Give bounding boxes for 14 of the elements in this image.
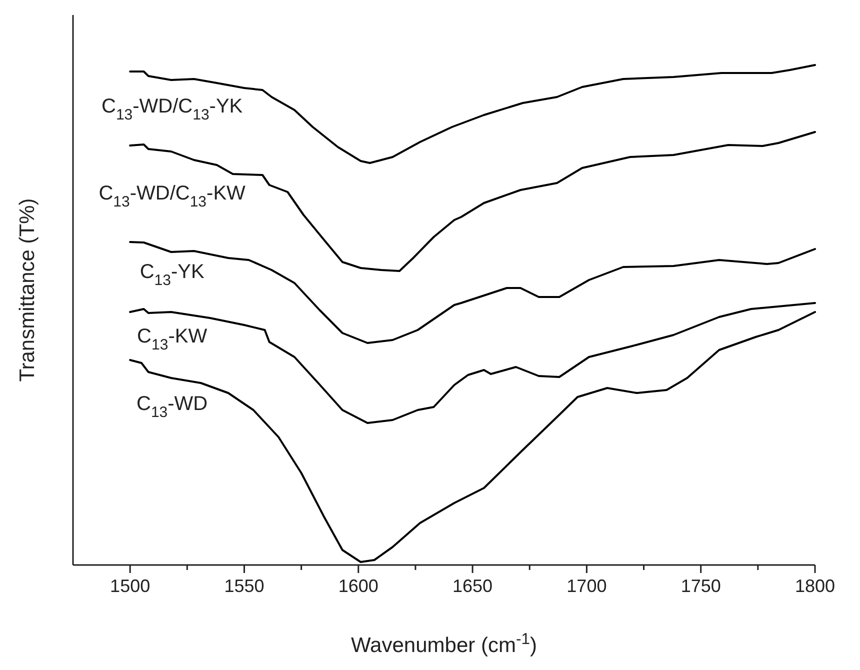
x-tick-label: 1550 [224, 576, 264, 596]
x-tick-label: 1650 [452, 576, 493, 596]
x-tick-label: 1700 [566, 576, 607, 596]
series-label: C$_{13}$-YK [140, 261, 205, 290]
x-tick-label: 1600 [338, 576, 378, 596]
x-tick-label: 1500 [110, 576, 150, 596]
series-label: C$_{13}$-WD/C$_{13}$-KW [98, 182, 246, 211]
series-label: C$_{13}$-KW [137, 326, 208, 354]
x-axis-title: Wavenumber (cm$^{-1}$) [351, 630, 537, 657]
x-tick-label: 1800 [794, 576, 836, 596]
y-axis-title: Transmittance (T%) [16, 198, 39, 382]
series-label: C$_{13}$-WD/C$_{13}$-YK [102, 96, 244, 124]
series-label: C$_{13}$-WD [136, 393, 208, 422]
x-tick-label: 1750 [680, 576, 721, 596]
